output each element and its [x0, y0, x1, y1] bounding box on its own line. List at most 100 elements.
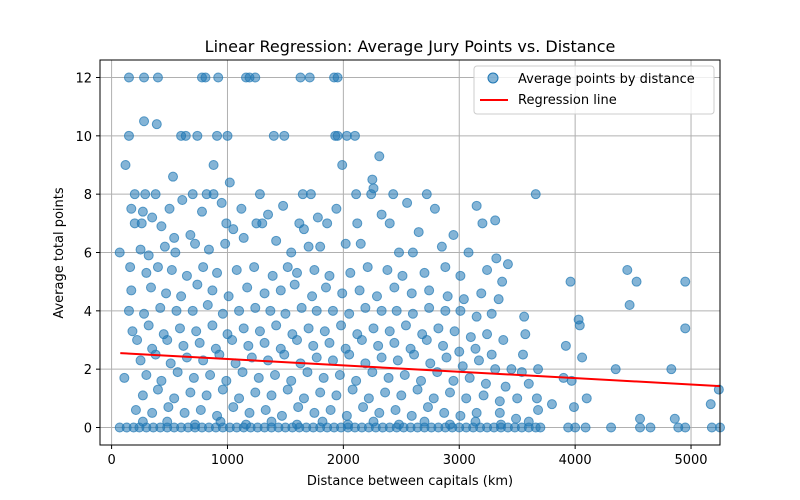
data-point — [560, 340, 571, 351]
data-point — [304, 72, 315, 83]
data-point — [355, 238, 366, 249]
data-point — [207, 285, 218, 296]
data-point — [680, 422, 691, 433]
data-point — [610, 364, 621, 375]
data-point — [351, 375, 362, 386]
data-point — [174, 323, 185, 334]
data-point — [380, 387, 391, 398]
data-point — [438, 340, 449, 351]
data-point — [165, 358, 176, 369]
x-tick-label: 4000 — [559, 453, 592, 468]
data-point — [168, 171, 179, 182]
data-point — [244, 407, 255, 418]
data-point — [433, 323, 444, 334]
x-tick-label: 1000 — [211, 453, 244, 468]
data-point — [286, 375, 297, 386]
data-point — [490, 364, 501, 375]
data-point — [298, 224, 309, 235]
data-point — [448, 375, 459, 386]
data-point — [471, 407, 482, 418]
data-point — [440, 262, 451, 273]
data-point — [520, 329, 531, 340]
data-point — [136, 218, 147, 229]
data-point — [360, 302, 371, 313]
data-point — [331, 203, 342, 214]
data-point — [152, 72, 163, 83]
data-point — [139, 308, 150, 319]
data-point — [421, 189, 432, 200]
data-point — [315, 241, 326, 252]
chart-title: Linear Regression: Average Jury Points v… — [205, 37, 616, 56]
data-point — [535, 422, 546, 433]
data-point — [422, 402, 433, 413]
data-point — [345, 267, 356, 278]
data-point — [223, 291, 234, 302]
data-point — [568, 402, 579, 413]
data-point — [523, 378, 534, 389]
data-point — [140, 189, 151, 200]
data-point — [201, 390, 212, 401]
data-point — [178, 340, 189, 351]
data-point — [150, 189, 161, 200]
data-point — [397, 270, 408, 281]
data-point — [276, 410, 287, 421]
data-point — [187, 305, 198, 316]
data-point — [465, 332, 476, 343]
x-tick-label: 0 — [107, 453, 115, 468]
data-point — [448, 230, 459, 240]
regression-line-layer — [120, 352, 721, 388]
data-point — [208, 160, 219, 170]
data-point — [243, 340, 254, 351]
data-point — [347, 384, 358, 395]
data-point — [309, 407, 320, 418]
data-point — [195, 405, 206, 415]
data-point — [126, 203, 137, 214]
axis-ticks: 0 1000 2000 3000 4000 5000 0 2 4 6 8 10 12 — [75, 72, 707, 469]
data-point — [238, 232, 249, 243]
data-point — [471, 311, 482, 322]
data-point — [491, 253, 502, 264]
data-point — [367, 174, 378, 185]
data-point — [254, 189, 265, 200]
data-point — [295, 72, 306, 83]
data-point — [280, 308, 291, 319]
data-point — [332, 130, 343, 141]
data-point — [680, 276, 691, 287]
data-point — [126, 285, 137, 296]
data-point — [406, 410, 417, 421]
data-point — [129, 189, 140, 200]
data-point — [123, 305, 134, 316]
data-point — [282, 262, 293, 273]
data-point — [533, 405, 544, 415]
data-point — [265, 305, 276, 316]
legend-label-scatter: Average points by distance — [518, 72, 695, 87]
data-point — [419, 267, 430, 278]
data-point — [574, 320, 585, 331]
data-point — [208, 189, 219, 200]
data-point — [546, 399, 557, 410]
data-point — [436, 241, 447, 252]
data-point — [234, 305, 245, 316]
data-point — [429, 203, 440, 214]
data-point — [324, 337, 335, 348]
data-point — [454, 346, 465, 357]
data-point — [497, 276, 508, 287]
data-point — [341, 410, 352, 421]
data-point — [269, 370, 280, 380]
data-point — [127, 326, 138, 337]
data-point — [389, 337, 400, 348]
data-point — [275, 285, 286, 296]
data-point — [358, 402, 369, 413]
data-point — [376, 305, 387, 316]
data-point — [185, 230, 196, 240]
data-point — [388, 189, 399, 200]
data-point — [292, 267, 303, 278]
x-tick-label: 3000 — [443, 453, 476, 468]
data-point — [135, 244, 146, 255]
data-point — [152, 262, 163, 273]
data-point — [192, 130, 203, 141]
data-point — [311, 352, 322, 363]
data-point — [271, 320, 282, 331]
data-point — [231, 265, 242, 275]
data-point — [512, 393, 523, 404]
